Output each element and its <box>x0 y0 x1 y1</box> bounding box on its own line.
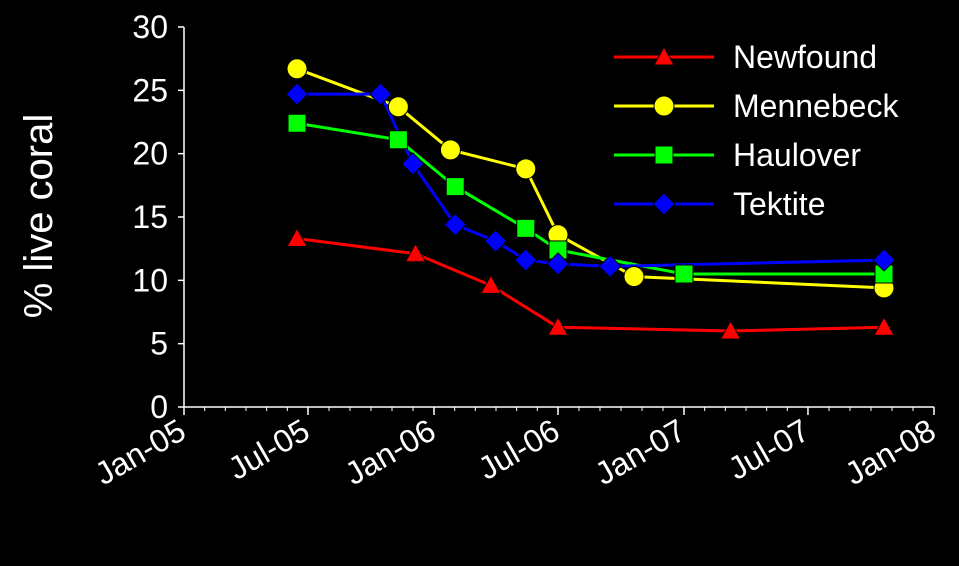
legend: Newfound Mennebeck Haulover Tektite <box>614 39 899 222</box>
data-point-tektite <box>368 82 393 106</box>
legend-marker-haulover <box>654 145 674 165</box>
legend-marker-newfound <box>653 45 675 66</box>
data-point-haulover <box>674 264 694 284</box>
legend-label-mennebeck: Mennebeck <box>733 88 899 124</box>
data-point-mennebeck <box>439 139 461 161</box>
y-tick-label: 10 <box>132 262 168 298</box>
legend-label-tektite: Tektite <box>733 186 825 222</box>
data-point-newfound <box>547 316 569 336</box>
data-point-haulover <box>516 218 536 238</box>
y-tick-label: 25 <box>132 72 168 108</box>
data-point-newfound <box>873 316 895 336</box>
y-tick-label: 0 <box>150 389 168 425</box>
data-point-mennebeck <box>515 158 537 180</box>
data-point-tektite <box>598 254 622 279</box>
data-point-mennebeck <box>286 58 308 80</box>
series-markers <box>285 58 896 340</box>
data-point-mennebeck <box>623 266 645 288</box>
data-point-haulover <box>388 130 408 150</box>
y-tick-label: 5 <box>150 326 168 362</box>
y-tick-label: 15 <box>132 199 168 235</box>
y-tick-label: 20 <box>132 136 168 172</box>
data-point-tektite <box>443 212 467 237</box>
data-point-newfound <box>479 274 502 294</box>
data-point-tektite <box>483 229 508 253</box>
legend-marker-mennebeck <box>653 95 675 117</box>
data-point-tektite <box>514 248 538 272</box>
data-point-mennebeck <box>387 96 409 118</box>
data-point-newfound <box>719 319 742 340</box>
legend-label-newfound: Newfound <box>733 39 877 75</box>
data-point-newfound <box>404 242 427 263</box>
legend-label-haulover: Haulover <box>733 137 861 173</box>
y-tick-label: 30 <box>132 9 168 45</box>
series-line-newfound <box>296 237 885 333</box>
data-point-tektite <box>285 82 309 106</box>
data-point-tektite <box>872 248 896 272</box>
y-axis-title: % live coral <box>17 114 61 319</box>
data-point-tektite <box>401 152 425 176</box>
data-point-tektite <box>546 252 570 276</box>
data-point-newfound <box>286 227 308 248</box>
legend-marker-tektite <box>652 192 676 216</box>
data-point-haulover <box>445 177 465 197</box>
data-point-haulover <box>287 113 307 133</box>
